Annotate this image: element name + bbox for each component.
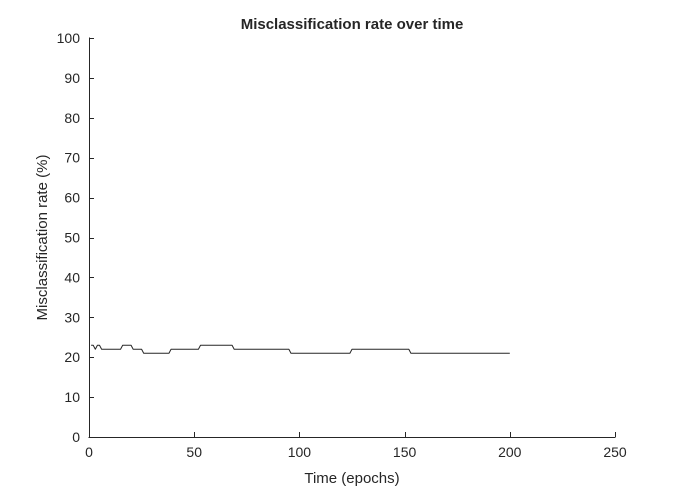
y-tick-label: 90 xyxy=(64,70,80,86)
y-tick-label: 40 xyxy=(64,269,80,285)
plot-area-background xyxy=(89,38,615,437)
y-axis-ticks: 0 10 20 30 40 50 60 70 80 90 100 xyxy=(57,30,94,445)
x-tick-label: 150 xyxy=(393,444,417,460)
series-line xyxy=(91,344,510,354)
series-layer xyxy=(91,344,510,354)
y-tick-label: 70 xyxy=(64,150,80,166)
y-tick-label: 30 xyxy=(64,309,80,325)
y-axis-label: Misclassification rate (%) xyxy=(34,155,51,321)
y-tick-label: 0 xyxy=(72,429,80,445)
x-tick-label: 100 xyxy=(288,444,312,460)
x-axis-label: Time (epochs) xyxy=(304,470,399,487)
y-tick-label: 60 xyxy=(64,190,80,206)
y-tick-label: 10 xyxy=(64,389,80,405)
x-tick-label: 250 xyxy=(603,444,627,460)
y-tick-label: 80 xyxy=(64,110,80,126)
chart-title: Misclassification rate over time xyxy=(241,16,464,33)
y-tick-label: 50 xyxy=(64,230,80,246)
y-tick-label: 20 xyxy=(64,349,80,365)
x-tick-label: 50 xyxy=(186,444,202,460)
x-tick-label: 200 xyxy=(498,444,522,460)
x-tick-label: 0 xyxy=(85,444,93,460)
y-tick-label: 100 xyxy=(57,30,81,46)
x-axis-ticks: 0 50 100 150 200 250 xyxy=(85,432,627,460)
